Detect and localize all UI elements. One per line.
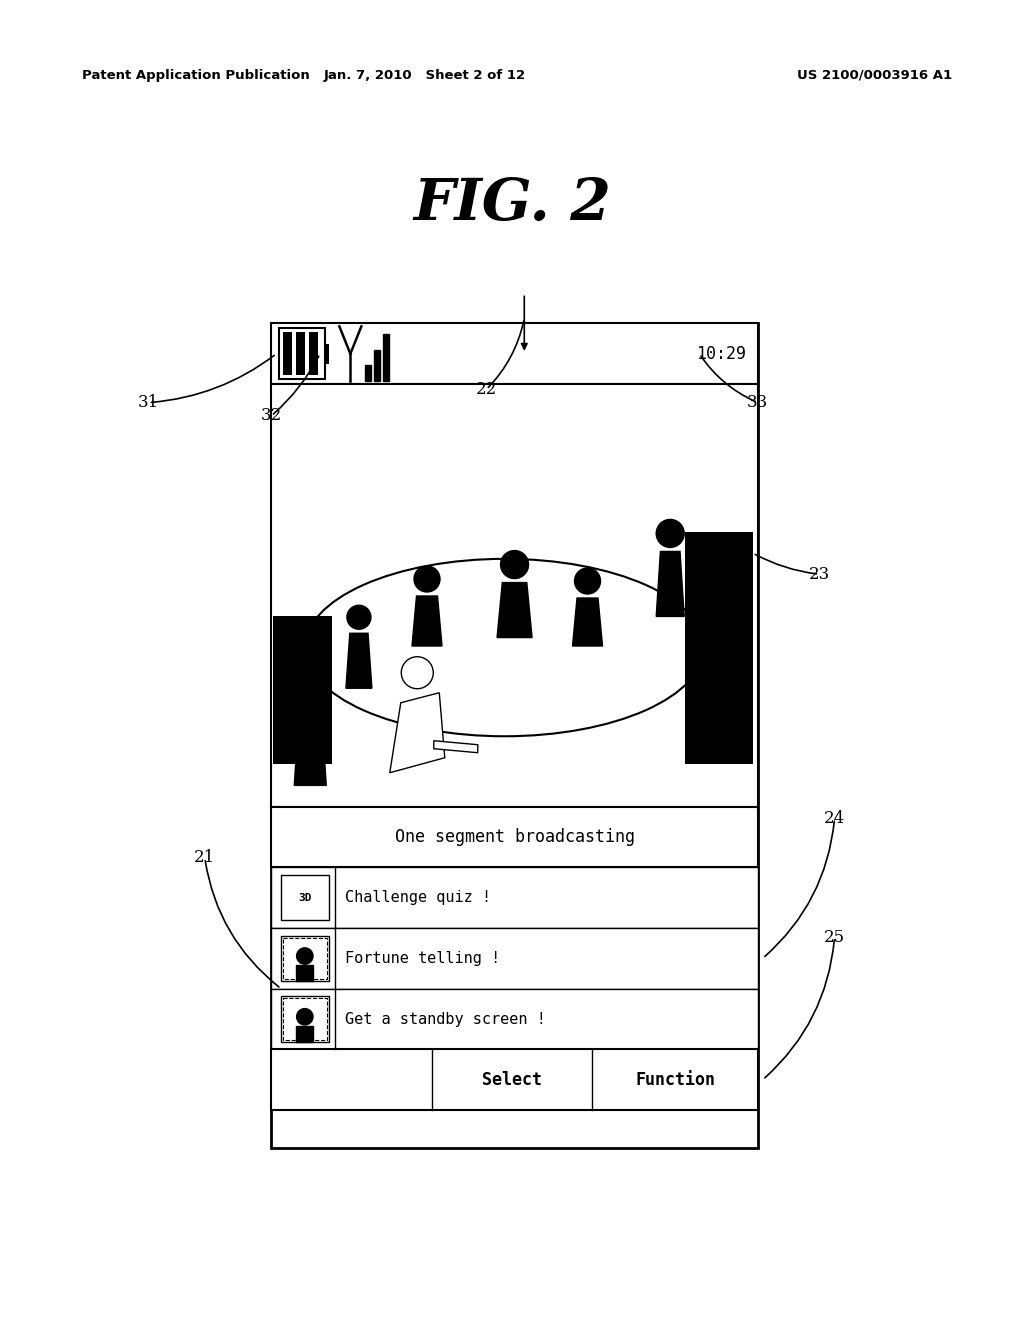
Bar <box>271 323 758 384</box>
Bar <box>280 329 326 379</box>
Polygon shape <box>346 634 372 688</box>
Circle shape <box>296 678 325 706</box>
Circle shape <box>501 550 528 578</box>
Bar <box>366 366 372 381</box>
Text: 32: 32 <box>261 408 282 424</box>
Text: 33: 33 <box>748 395 768 411</box>
Bar <box>296 965 313 981</box>
Polygon shape <box>412 597 442 645</box>
Text: Jan. 7, 2010   Sheet 2 of 12: Jan. 7, 2010 Sheet 2 of 12 <box>324 69 526 82</box>
Bar <box>271 867 758 928</box>
Circle shape <box>297 1008 313 1024</box>
Bar <box>296 1026 313 1041</box>
Bar <box>271 1049 758 1110</box>
Bar <box>281 875 329 920</box>
Polygon shape <box>497 582 532 638</box>
Text: 31: 31 <box>138 395 159 411</box>
Bar <box>309 333 318 375</box>
Text: FIG. 2: FIG. 2 <box>413 177 611 232</box>
Text: 22: 22 <box>476 381 497 397</box>
Circle shape <box>297 948 313 964</box>
Bar <box>685 532 753 764</box>
Bar <box>271 384 758 807</box>
Polygon shape <box>390 693 444 772</box>
Text: 23: 23 <box>809 566 829 582</box>
Circle shape <box>401 657 433 689</box>
Bar <box>273 616 332 764</box>
Text: 24: 24 <box>824 810 845 826</box>
Text: Fortune telling !: Fortune telling ! <box>345 950 500 966</box>
Bar <box>281 936 329 981</box>
Circle shape <box>574 568 600 594</box>
Bar <box>271 989 758 1049</box>
Bar <box>296 333 305 375</box>
Circle shape <box>656 520 684 548</box>
Text: Challenge quiz !: Challenge quiz ! <box>345 890 490 906</box>
Polygon shape <box>434 741 478 752</box>
Text: Select: Select <box>482 1071 542 1089</box>
Text: Patent Application Publication: Patent Application Publication <box>82 69 309 82</box>
Bar <box>326 343 330 364</box>
Circle shape <box>347 606 371 630</box>
Bar <box>283 937 327 979</box>
Bar <box>383 334 389 381</box>
Text: 25: 25 <box>824 929 845 945</box>
Text: 3D: 3D <box>298 892 311 903</box>
Text: Get a standby screen !: Get a standby screen ! <box>345 1011 546 1027</box>
Circle shape <box>414 566 440 591</box>
Text: Function: Function <box>635 1071 715 1089</box>
Bar <box>271 323 758 1148</box>
Ellipse shape <box>305 558 703 737</box>
Polygon shape <box>572 598 602 645</box>
Text: 21: 21 <box>195 850 215 866</box>
Text: 10:29: 10:29 <box>695 345 745 363</box>
Bar <box>375 350 380 381</box>
Text: One segment broadcasting: One segment broadcasting <box>394 828 635 846</box>
Bar <box>271 928 758 989</box>
Bar <box>281 997 329 1041</box>
Bar <box>283 998 327 1040</box>
Bar <box>271 807 758 867</box>
Polygon shape <box>294 710 327 785</box>
Text: US 2100/0003916 A1: US 2100/0003916 A1 <box>798 69 952 82</box>
Polygon shape <box>656 552 684 616</box>
Bar <box>284 333 293 375</box>
